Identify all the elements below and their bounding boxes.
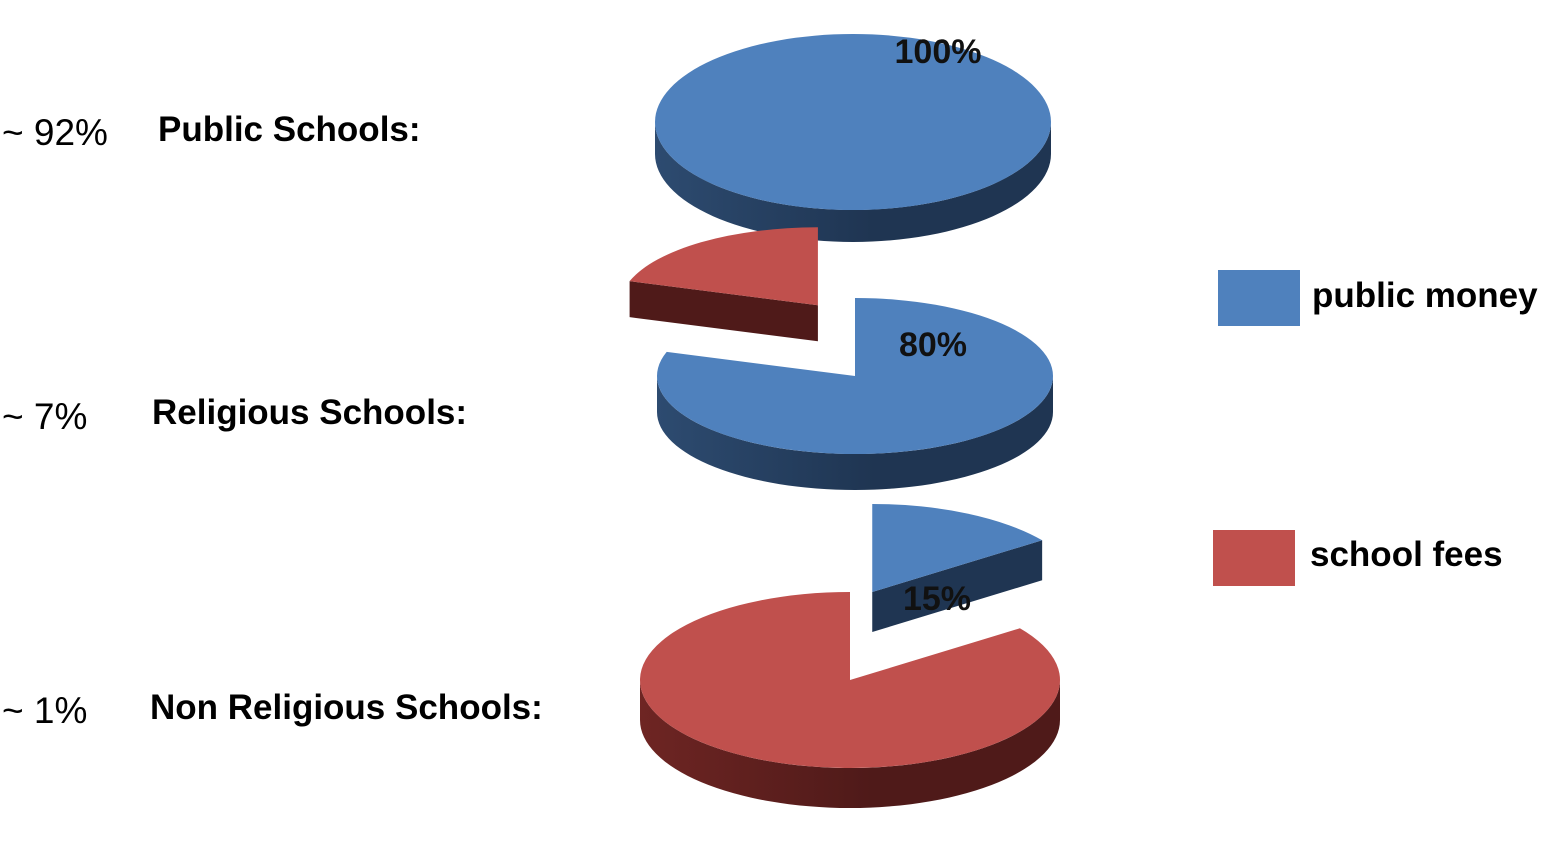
- religious-schools-slice-public-money-top: [657, 298, 1054, 454]
- non-religious-schools-slice-school-fees-top: [640, 592, 1060, 769]
- non-religious-schools-slice-school-fees-side: [640, 680, 1060, 808]
- religious-schools-data-label: 80%: [899, 326, 967, 364]
- legend-swatch-school-fees: [1213, 530, 1295, 586]
- legend-label-school-fees: school fees: [1310, 535, 1503, 574]
- public-schools-title: Public Schools:: [158, 110, 421, 149]
- non-religious-schools-title: Non Religious Schools:: [150, 688, 543, 727]
- non-religious-schools-share: ~ 1%: [2, 690, 88, 731]
- public-schools-data-label: 100%: [895, 33, 982, 71]
- non-religious-schools-slice-public-money-cut-face: [872, 540, 1043, 632]
- public-schools-share: ~ 92%: [2, 112, 108, 153]
- non-religious-schools-slice-public-money-top: [872, 503, 1043, 592]
- public-schools-slice-public-money-side: [655, 122, 1051, 242]
- religious-schools-share: ~ 7%: [2, 396, 88, 437]
- legend-swatch-public-money: [1218, 270, 1300, 326]
- public-schools-slice-public-money-top: [655, 34, 1051, 210]
- religious-schools-title: Religious Schools:: [152, 393, 468, 432]
- non-religious-schools-data-label: 15%: [903, 580, 971, 618]
- legend-label-public-money: public money: [1312, 276, 1538, 315]
- religious-schools-slice-school-fees-cut-face: [629, 281, 818, 342]
- religious-schools-slice-school-fees-top: [629, 227, 818, 306]
- religious-schools-slice-public-money-side: [657, 376, 1053, 490]
